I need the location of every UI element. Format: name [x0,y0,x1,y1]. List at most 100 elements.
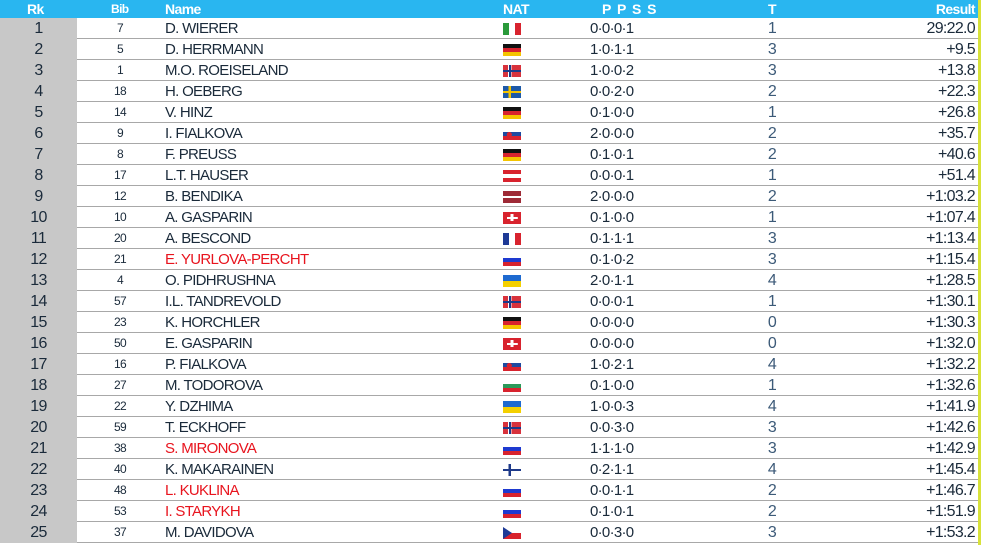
table-row[interactable]: 17 16 P. FIALKOVA 1·0·2·1 4 +1:32.2 [0,354,978,375]
table-row[interactable]: 19 22 Y. DZHIMA 1·0·0·3 4 +1:41.9 [0,396,978,417]
shooting-misses: 0·1·0·0 [590,104,634,121]
result-time: +1:13.4 [926,230,976,247]
table-row[interactable]: 13 4 O. PIDHRUSHNA 2·0·1·1 4 +1:28.5 [0,270,978,291]
total-misses: 3 [767,41,777,58]
rank: 20 [0,417,77,438]
bib-number: 59 [114,420,127,434]
table-row[interactable]: 16 50 E. GASPARIN 0·0·0·0 0 +1:32.0 [0,333,978,354]
athlete-name: A. GASPARIN [165,209,253,226]
athlete-name: T. ECKHOFF [165,419,246,436]
total-misses: 1 [767,167,777,184]
bib-number: 37 [114,525,127,539]
table-row[interactable]: 14 57 I.L. TANDREVOLD 0·0·0·1 1 +1:30.1 [0,291,978,312]
table-row[interactable]: 25 37 M. DAVIDOVA 0·0·3·0 3 +1:53.2 [0,522,978,543]
result-time: +35.7 [938,125,976,142]
shooting-misses: 0·0·3·0 [590,419,634,436]
table-row[interactable]: 12 21 E. YURLOVA-PERCHT 0·1·0·2 3 +1:15.4 [0,249,978,270]
rank: 17 [0,354,77,375]
table-row[interactable]: 3 1 M.O. ROEISELAND 1·0·0·2 3 +13.8 [0,60,978,81]
table-row[interactable]: 11 20 A. BESCOND 0·1·1·1 3 +1:13.4 [0,228,978,249]
table-row[interactable]: 6 9 I. FIALKOVA 2·0·0·0 2 +35.7 [0,123,978,144]
flag-ger-icon [503,149,521,161]
shooting-misses: 0·2·1·1 [590,461,634,478]
total-misses: 2 [767,146,777,163]
rank: 6 [0,123,77,144]
result-time: +1:32.2 [926,356,976,373]
total-misses: 0 [767,335,777,352]
result-time: +1:51.9 [926,503,976,520]
athlete-name: V. HINZ [165,104,213,121]
rank: 5 [0,102,77,123]
rank: 22 [0,459,77,480]
table-header: Rk Bib Name NAT P P S S T Result [0,0,978,18]
bib-number: 40 [114,462,127,476]
rank: 25 [0,522,77,543]
result-time: +26.8 [938,104,976,121]
result-time: 29:22.0 [926,20,976,37]
total-misses: 2 [767,482,777,499]
shooting-misses: 1·0·0·2 [590,62,634,79]
total-misses: 3 [767,230,777,247]
table-row[interactable]: 7 8 F. PREUSS 0·1·0·1 2 +40.6 [0,144,978,165]
table-row[interactable]: 10 10 A. GASPARIN 0·1·0·0 1 +1:07.4 [0,207,978,228]
flag-svk-icon [503,359,521,371]
rank: 10 [0,207,77,228]
shooting-misses: 0·1·0·1 [590,503,634,520]
result-time: +9.5 [946,41,975,58]
athlete-name: O. PIDHRUSHNA [165,272,276,289]
athlete-name: L. KUKLINA [165,482,240,499]
table-row[interactable]: 4 18 H. OEBERG 0·0·2·0 2 +22.3 [0,81,978,102]
result-time: +1:28.5 [926,272,976,289]
result-time: +1:30.1 [926,293,976,310]
shooting-misses: 0·1·0·0 [590,377,634,394]
athlete-name: F. PREUSS [165,146,237,163]
result-time: +22.3 [938,83,976,100]
bib-number: 10 [114,210,127,224]
table-row[interactable]: 18 27 M. TODOROVA 0·1·0·0 1 +1:32.6 [0,375,978,396]
bib-number: 27 [114,378,127,392]
table-row[interactable]: 2 5 D. HERRMANN 1·0·1·1 3 +9.5 [0,39,978,60]
flag-ger-icon [503,44,521,56]
flag-ger-icon [503,107,521,119]
table-row[interactable]: 9 12 B. BENDIKA 2·0·0·0 2 +1:03.2 [0,186,978,207]
table-row[interactable]: 1 7 D. WIERER 0·0·0·1 1 29:22.0 [0,18,978,39]
rank: 15 [0,312,77,333]
athlete-name: D. HERRMANN [165,41,264,58]
result-time: +51.4 [938,167,976,184]
rank: 7 [0,144,77,165]
result-time: +1:30.3 [926,314,976,331]
athlete-name: E. YURLOVA-PERCHT [165,251,309,268]
flag-rus-icon [503,254,521,266]
table-row[interactable]: 23 48 L. KUKLINA 0·0·1·1 2 +1:46.7 [0,480,978,501]
table-row[interactable]: 15 23 K. HORCHLER 0·0·0·0 0 +1:30.3 [0,312,978,333]
table-row[interactable]: 22 40 K. MAKARAINEN 0·2·1·1 4 +1:45.4 [0,459,978,480]
flag-rus-icon [503,506,521,518]
result-time: +1:46.7 [926,482,976,499]
athlete-name: I. FIALKOVA [165,125,243,142]
rank: 14 [0,291,77,312]
table-row[interactable]: 20 59 T. ECKHOFF 0·0·3·0 3 +1:42.6 [0,417,978,438]
rank: 21 [0,438,77,459]
bib-number: 12 [114,189,127,203]
window-edge [978,0,981,545]
athlete-name: K. HORCHLER [165,314,261,331]
flag-ukr-icon [503,275,521,287]
table-row[interactable]: 8 17 L.T. HAUSER 0·0·0·1 1 +51.4 [0,165,978,186]
flag-nor-icon [503,65,521,77]
rank: 4 [0,81,77,102]
table-row[interactable]: 21 38 S. MIRONOVA 1·1·1·0 3 +1:42.9 [0,438,978,459]
table-row[interactable]: 5 14 V. HINZ 0·1·0·0 1 +26.8 [0,102,978,123]
total-misses: 0 [767,314,777,331]
bib-number: 20 [114,231,127,245]
athlete-name: H. OEBERG [165,83,243,100]
result-time: +1:41.9 [926,398,976,415]
total-misses: 3 [767,440,777,457]
shooting-misses: 0·0·0·1 [590,20,634,37]
shooting-misses: 1·0·0·3 [590,398,634,415]
flag-bul-icon [503,380,521,392]
rank: 19 [0,396,77,417]
table-row[interactable]: 24 53 I. STARYKH 0·1·0·1 2 +1:51.9 [0,501,978,522]
bib-number: 57 [114,294,127,308]
total-misses: 1 [767,293,777,310]
flag-nor-icon [503,296,521,308]
